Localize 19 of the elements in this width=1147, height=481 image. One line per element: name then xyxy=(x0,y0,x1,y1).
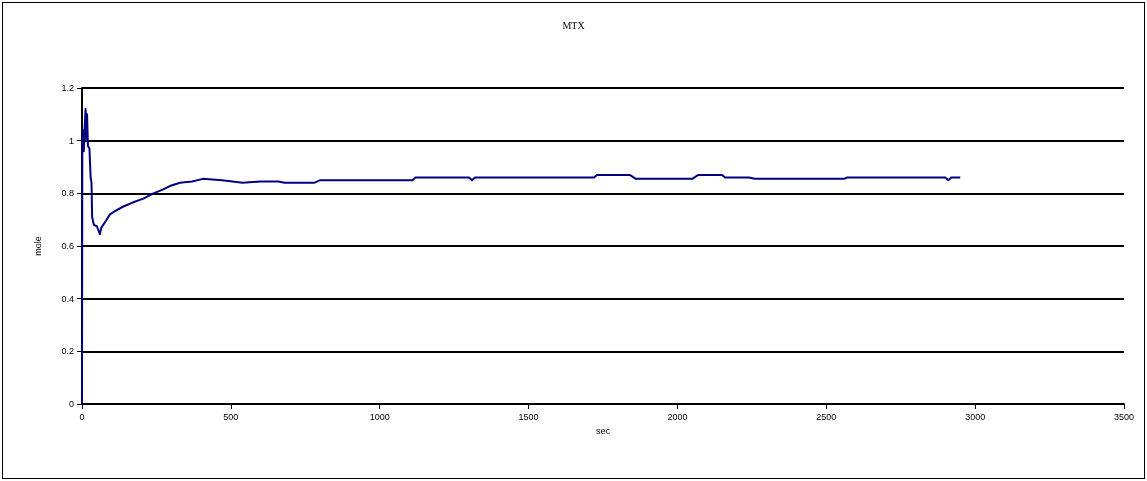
y-tick-label: 0.4 xyxy=(61,293,74,304)
y-tick-label: 0.8 xyxy=(61,188,74,199)
y-tick-label: 1.2 xyxy=(61,83,74,93)
x-tick-label: 3000 xyxy=(965,411,986,422)
y-tick-label: 0.6 xyxy=(61,241,74,251)
x-tick-label: 3500 xyxy=(1113,411,1135,422)
y-axis-title: mole xyxy=(32,236,43,256)
x-tick-label: 2500 xyxy=(816,411,837,422)
y-tick-label: 0 xyxy=(68,399,74,409)
x-tick-label: 1000 xyxy=(369,411,390,422)
line-series xyxy=(81,108,962,405)
y-tick-label: 0.2 xyxy=(61,346,74,357)
chart-title: MTX xyxy=(562,19,586,31)
x-tick-label: 0 xyxy=(79,411,85,422)
x-tick-label: 2000 xyxy=(667,411,688,422)
x-tick-label: 1500 xyxy=(518,411,539,422)
x-axis-title: sec xyxy=(595,425,611,436)
y-tick-label: 1 xyxy=(68,135,74,146)
x-tick-label: 500 xyxy=(223,411,239,422)
